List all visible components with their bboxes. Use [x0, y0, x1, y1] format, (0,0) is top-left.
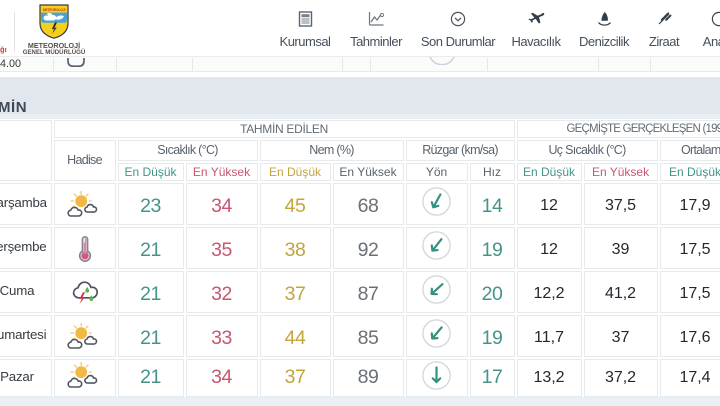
svg-text:METEOROLOJİ: METEOROLOJİ: [43, 8, 66, 12]
